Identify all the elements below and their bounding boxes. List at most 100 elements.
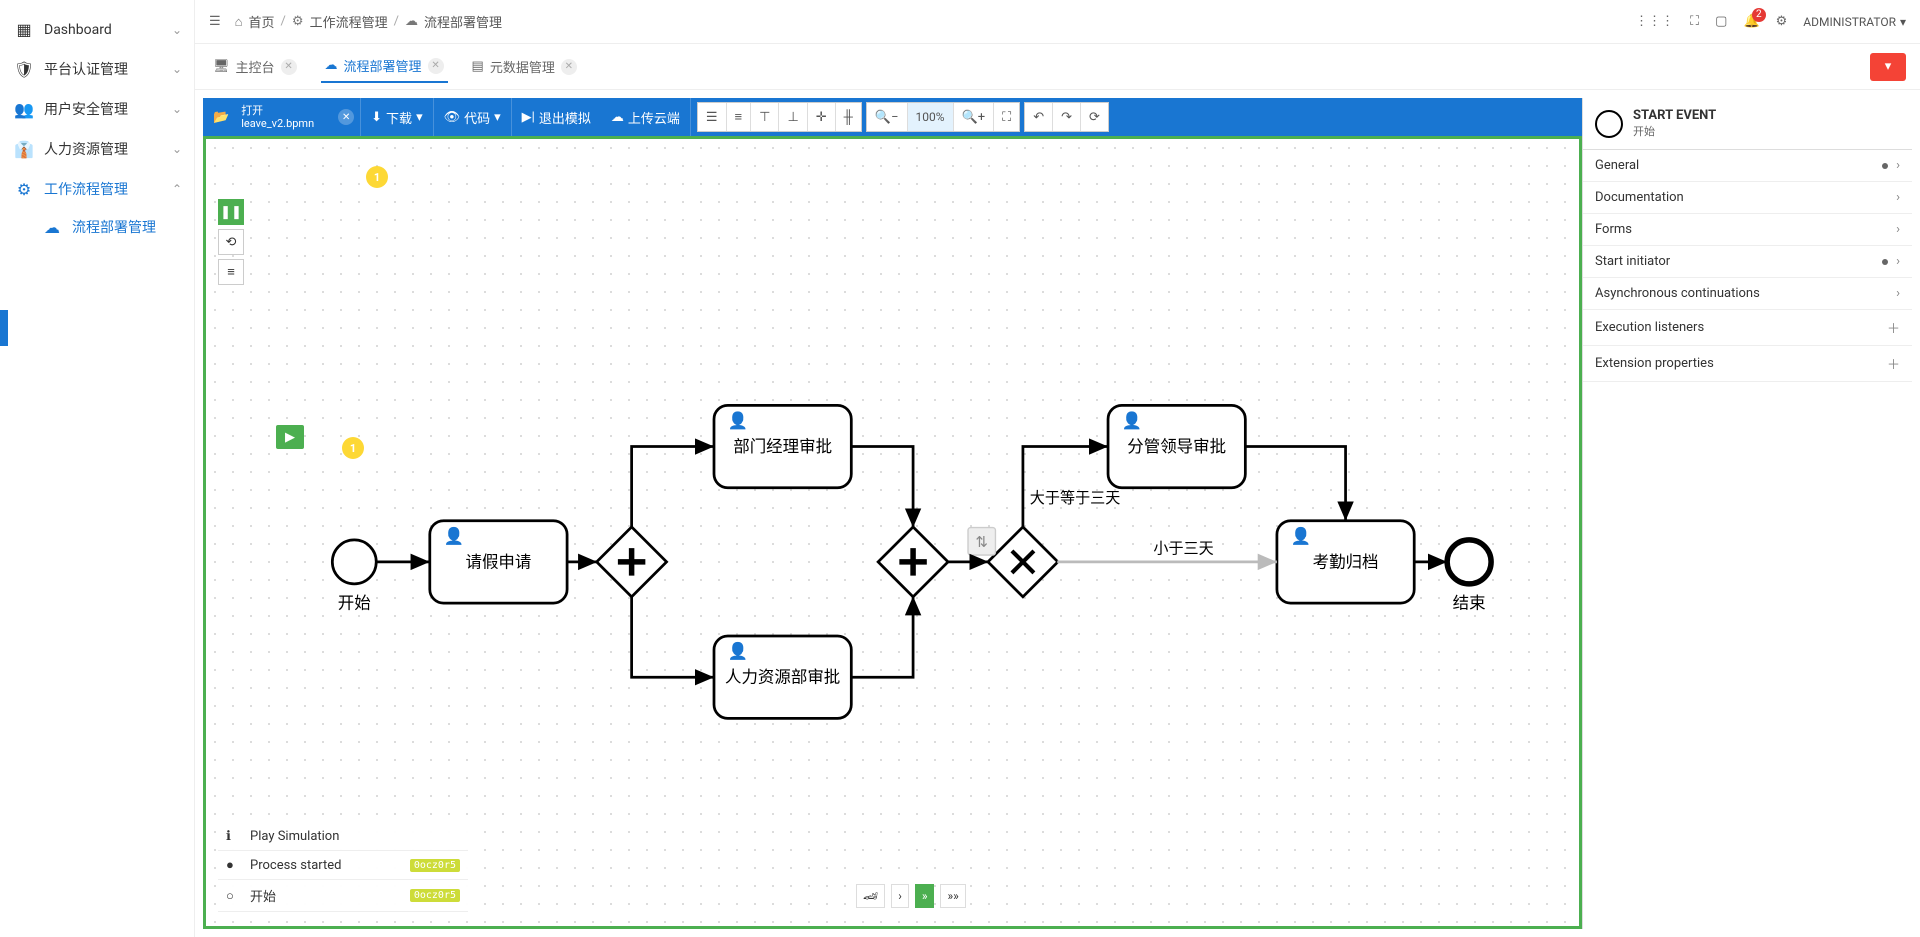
sidebar-subitem-deploy[interactable]: ☁ 流程部署管理 [28, 209, 194, 245]
distribute-button[interactable]: ╫ [836, 103, 861, 131]
chevron-right-icon: › [1896, 158, 1900, 173]
end-event[interactable] [1447, 540, 1491, 584]
code-button[interactable]: 👁代码 ▾ [434, 98, 511, 136]
close-file-icon[interactable]: ✕ [338, 109, 354, 125]
breadcrumb-l1[interactable]: 工作流程管理 [310, 12, 388, 31]
upload-label: 上传云端 [628, 108, 680, 127]
redo-button[interactable]: ↷ [1053, 103, 1081, 131]
user-icon: 👤 [1291, 526, 1312, 546]
tab-deploy[interactable]: ☁ 流程部署管理 ✕ [321, 50, 448, 83]
properties-header: START EVENT 开始 [1583, 98, 1912, 150]
step-fwd-button[interactable]: › [891, 884, 909, 908]
prop-label: Documentation [1595, 190, 1684, 205]
prop-async[interactable]: Asynchronous continuations › [1583, 278, 1912, 310]
task-label: 人力资源部审批 [725, 669, 840, 688]
sidebar-item-label: Dashboard [44, 22, 172, 38]
notification-badge: 2 [1752, 8, 1766, 22]
fit-button[interactable]: ⛶ [994, 103, 1019, 131]
check-icon: ● [226, 857, 242, 873]
sidebar-item-label: 人力资源管理 [44, 139, 172, 159]
gateway-parallel-1[interactable] [597, 527, 667, 597]
sidebar-item-dashboard[interactable]: ▦ Dashboard ⌄ [0, 10, 194, 49]
task-label: 部门经理审批 [733, 438, 832, 457]
prop-label: General [1595, 158, 1639, 173]
code-label: 代码 [464, 108, 490, 127]
zoom-in-button[interactable]: 🔍+ [954, 103, 995, 131]
align-center-button[interactable]: ≡ [727, 103, 752, 131]
add-tab-button[interactable]: ▾ [1870, 53, 1906, 81]
undo-button[interactable]: ↶ [1025, 103, 1053, 131]
chevron-right-icon: › [1896, 190, 1900, 205]
prop-exec-listeners[interactable]: Execution listeners ＋ [1583, 310, 1912, 346]
upload-cloud-button[interactable]: ☁ 上传云端 [601, 98, 690, 136]
refresh-button[interactable]: ⟳ [1081, 103, 1108, 131]
skip-button[interactable]: »» [940, 884, 965, 908]
cloud-upload-icon: ☁ [611, 110, 624, 125]
sidebar-item-workflow[interactable]: ⚙ 工作流程管理 ⌃ [0, 169, 194, 209]
prop-forms[interactable]: Forms › [1583, 214, 1912, 246]
play-fast-button[interactable]: » [915, 884, 935, 908]
start-label: 开始 [338, 595, 371, 614]
sidebar-item-hr[interactable]: 👔 人力资源管理 ⌄ [0, 129, 194, 169]
bpmn-canvas[interactable]: ❚❚ ⟲ ≡ 1 1 ▶ 开始 [203, 136, 1582, 929]
chevron-right-icon: › [1896, 286, 1900, 301]
align-middle-button[interactable]: ✛ [808, 103, 836, 131]
close-icon[interactable]: ✕ [428, 58, 444, 74]
exit-sim-button[interactable]: ▶|退出模拟 [512, 98, 601, 136]
tab-console[interactable]: 🖥 主控台 ✕ [209, 51, 301, 82]
workflow-icon: ⚙ [12, 180, 36, 199]
shield-icon: 🛡 [12, 60, 36, 79]
prop-general[interactable]: General › [1583, 150, 1912, 182]
log-tag: 0ocz0r5 [410, 889, 460, 902]
download-label: 下载 [386, 108, 412, 127]
settings-icon[interactable]: ⚙ [1776, 14, 1788, 29]
menu-toggle-icon[interactable]: ☰ [209, 14, 221, 29]
modified-dot-icon [1882, 163, 1888, 169]
prop-documentation[interactable]: Documentation › [1583, 182, 1912, 214]
chevron-down-icon: ⌄ [172, 23, 182, 37]
chevron-down-icon: ▾ [416, 110, 423, 125]
dashboard-icon: ▦ [12, 20, 36, 39]
sidebar-item-platform-auth[interactable]: 🛡 平台认证管理 ⌄ [0, 49, 194, 89]
tab-label: 元数据管理 [490, 57, 555, 76]
breadcrumb-home[interactable]: 首页 [249, 12, 275, 31]
log-row[interactable]: ○ 开始 0ocz0r5 [218, 880, 468, 912]
collapsed-side-tab[interactable] [0, 310, 8, 346]
gateway-parallel-2[interactable] [878, 527, 948, 597]
speed-button[interactable]: 🏎 [856, 884, 885, 908]
download-icon: ⬇ [371, 110, 382, 125]
start-event[interactable] [332, 540, 376, 584]
apps-icon[interactable]: ⋮⋮⋮ [1635, 14, 1674, 29]
tab-metadata[interactable]: ▤ 元数据管理 ✕ [468, 51, 581, 82]
open-file-button[interactable]: 📂 打开 leave_v2.bpmn [203, 98, 332, 136]
prop-extension[interactable]: Extension properties ＋ [1583, 346, 1912, 382]
prop-label: Start initiator [1595, 254, 1670, 269]
align-bottom-button[interactable]: ⊥ [779, 103, 807, 131]
breadcrumb-l2[interactable]: 流程部署管理 [424, 12, 502, 31]
chevron-up-icon: ⌃ [172, 182, 182, 196]
align-left-button[interactable]: ☰ [698, 103, 727, 131]
download-button[interactable]: ⬇ 下载 ▾ [361, 98, 432, 136]
sidebar-item-label: 工作流程管理 [44, 179, 172, 199]
log-title: Play Simulation [250, 829, 339, 844]
log-row[interactable]: ● Process started 0ocz0r5 [218, 851, 468, 880]
sidebar-item-user-security[interactable]: 👥 用户安全管理 ⌄ [0, 89, 194, 129]
prop-start-initiator[interactable]: Start initiator › [1583, 246, 1912, 278]
plus-icon[interactable]: ＋ [1887, 354, 1900, 373]
gateway-exclusive[interactable] [988, 527, 1058, 597]
zoom-out-button[interactable]: 🔍− [867, 103, 908, 131]
close-icon[interactable]: ✕ [561, 59, 577, 75]
breadcrumb-sep: / [394, 14, 399, 29]
align-top-button[interactable]: ⊤ [751, 103, 779, 131]
tab-label: 主控台 [236, 57, 275, 76]
fullscreen-icon[interactable]: ⛶ [1690, 14, 1699, 29]
user-menu[interactable]: ADMINISTRATOR▾ [1803, 15, 1906, 29]
close-icon[interactable]: ✕ [281, 59, 297, 75]
chat-icon[interactable]: ▢ [1715, 14, 1727, 29]
notifications-icon[interactable]: 🔔2 [1743, 14, 1759, 29]
log-tag: 0ocz0r5 [410, 859, 460, 872]
home-icon[interactable]: ⌂ [235, 14, 243, 30]
editor-toolbar: 📂 打开 leave_v2.bpmn ✕ ⬇ 下载 ▾ 👁代码 ▾ [203, 98, 1582, 136]
list-icon: ▤ [472, 59, 484, 74]
plus-icon[interactable]: ＋ [1887, 318, 1900, 337]
